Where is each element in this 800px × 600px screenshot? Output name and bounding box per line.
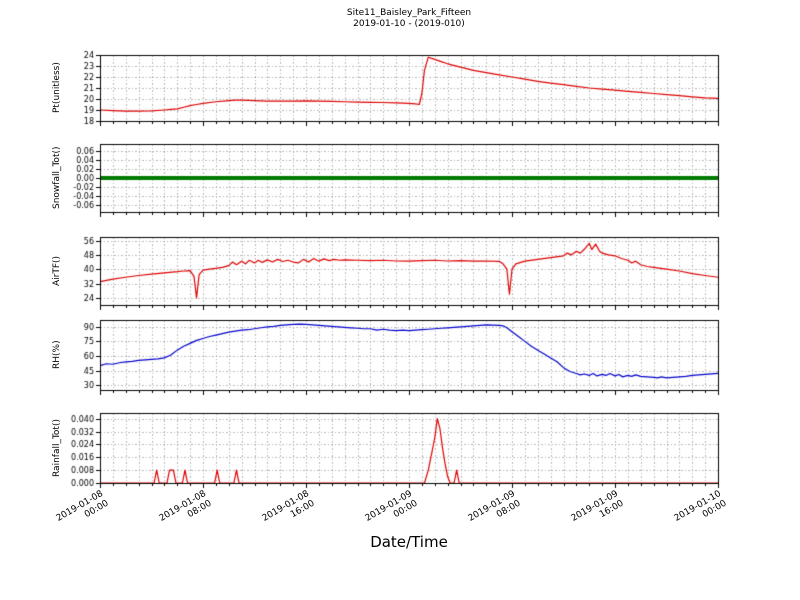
x-tick-label-0: 2019-01-08 00:00 [54, 489, 111, 524]
chart-title-line2: 2019-01-10 - (2019-010) [353, 19, 465, 30]
x-axis-label: Date/Time [370, 533, 448, 551]
subplot-rainfall-canvas [0, 401, 800, 495]
x-tick-label-5: 2019-01-09 16:00 [569, 489, 626, 524]
subplot-pt-canvas [0, 43, 800, 133]
x-tick-label-1: 2019-01-08 08:00 [157, 489, 214, 524]
subplot-rh-canvas [0, 308, 800, 402]
chart-title: Site11_Baisley_Park_Fifteen 2019-01-10 -… [100, 8, 718, 31]
x-tick-label-3: 2019-01-09 00:00 [363, 489, 420, 524]
subplot-snowfall-canvas [0, 132, 800, 224]
chart-title-line1: Site11_Baisley_Park_Fifteen [346, 8, 472, 18]
x-tick-label-6: 2019-01-10 00:00 [672, 489, 729, 524]
y-axis-label-airtf: AirTF() [52, 255, 62, 287]
y-axis-label-snowfall: Snowfall_Tot() [52, 146, 62, 210]
y-axis-label-rh: RH(%) [52, 340, 62, 370]
x-tick-label-4: 2019-01-09 08:00 [466, 489, 523, 524]
y-axis-label-pt: Pt(unitless) [52, 62, 62, 114]
x-tick-label-2: 2019-01-08 16:00 [260, 489, 317, 524]
y-axis-label-rainfall: Rainfall_Tot() [52, 419, 62, 477]
subplot-airtf-canvas [0, 225, 800, 317]
